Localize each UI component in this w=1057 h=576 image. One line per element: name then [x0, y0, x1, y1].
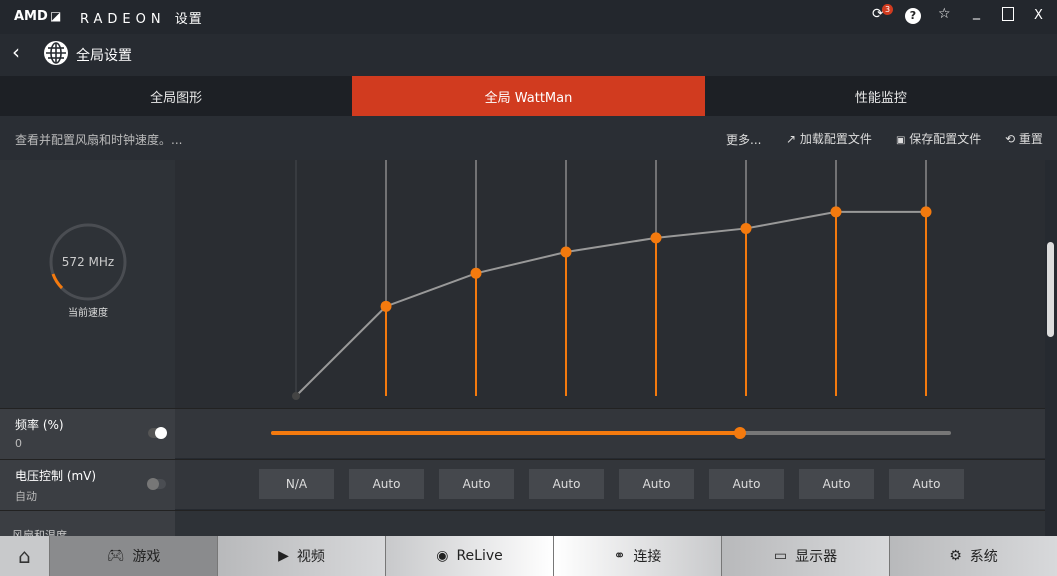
tab-global-graphics[interactable]: 全局图形: [150, 90, 203, 106]
state-point-1[interactable]: [380, 300, 392, 312]
state-point-5[interactable]: [740, 222, 752, 234]
nav-gaming[interactable]: 🎮︎ 游戏: [49, 536, 217, 576]
state-point-0[interactable]: [292, 392, 300, 400]
close-button[interactable]: X: [1034, 8, 1043, 23]
maximize-button[interactable]: [1002, 7, 1014, 21]
voltage-label: 电压控制 (mV): [15, 469, 97, 483]
page-title: 全局设置: [76, 48, 132, 64]
notification-badge: 3: [882, 4, 893, 15]
tab-global-wattman[interactable]: 全局 WattMan: [352, 76, 705, 116]
home-icon: ⌂: [18, 544, 31, 568]
voltage-state-2[interactable]: Auto: [439, 469, 514, 499]
scrollbar[interactable]: [1047, 242, 1054, 337]
reset-button[interactable]: ⟲ 重置: [1005, 132, 1043, 146]
more-link[interactable]: 更多...: [726, 133, 762, 147]
nav-video[interactable]: ▶ 视频: [217, 536, 385, 576]
state-point-3[interactable]: [560, 246, 572, 258]
description: 查看并配置风扇和时钟速度。...: [15, 133, 183, 147]
voltage-state-7[interactable]: Auto: [889, 469, 964, 499]
voltage-value: 自动: [15, 490, 37, 503]
amd-logo: AMD: [14, 9, 48, 24]
state-point-2[interactable]: [470, 267, 482, 279]
gauge-value: 572 MHz: [61, 255, 115, 269]
voltage-state-1[interactable]: Auto: [349, 469, 424, 499]
globe-icon: [44, 41, 68, 65]
relive-icon: ◉: [436, 548, 449, 564]
gauge-label: 当前速度: [68, 308, 108, 319]
back-button[interactable]: ‹: [12, 40, 20, 64]
radeon-brand: RADEON 设置: [80, 12, 203, 27]
curve-line: [295, 210, 926, 397]
monitor-icon: ▭: [773, 548, 788, 564]
fan-section: 风扇和温度: [0, 510, 1045, 542]
star-icon[interactable]: ☆: [938, 6, 951, 22]
voltage-state-5[interactable]: Auto: [709, 469, 784, 499]
gear-icon: ⚙: [949, 548, 962, 564]
voltage-state-6[interactable]: Auto: [799, 469, 874, 499]
update-icon[interactable]: ⟳ 3: [872, 4, 893, 22]
state-point-7[interactable]: [920, 206, 932, 218]
tab-performance-monitor[interactable]: 性能监控: [854, 90, 907, 106]
save-icon: ▣: [896, 135, 906, 146]
tab-bar: 全局图形 全局 WattMan 性能监控: [0, 76, 1057, 116]
slider-fill: [271, 431, 741, 435]
voltage-row: 电压控制 (mV) 自动 N/A Auto Auto Auto Auto Auto Auto…: [0, 459, 1045, 510]
frequency-slider[interactable]: [271, 427, 951, 439]
help-icon[interactable]: ?: [905, 8, 921, 24]
title-bar: AMD ◪ RADEON 设置 ⟳ 3 ? ☆ _ X: [0, 0, 1057, 34]
share-arrow-icon: ↗: [786, 132, 797, 146]
state-point-4[interactable]: [650, 232, 662, 244]
nav-connect[interactable]: ⚭ 连接: [553, 536, 721, 576]
frequency-label: 频率 (%): [15, 418, 64, 432]
reset-icon: ⟲: [1005, 132, 1016, 146]
bottom-nav: ⌂ 🎮︎ 游戏 ▶ 视频 ◉ ReLive ⚭ 连接 ▭ 显示器 ⚙ 系统: [0, 536, 1057, 576]
slider-thumb[interactable]: [734, 427, 747, 439]
amd-arrow-icon: ◪: [50, 9, 62, 23]
speed-panel: 572 MHz 当前速度: [0, 160, 175, 408]
nav-display[interactable]: ▭ 显示器: [721, 536, 889, 576]
frequency-value: 0: [15, 437, 22, 450]
frequency-toggle[interactable]: [148, 427, 167, 439]
frequency-row: 频率 (%) 0: [0, 408, 1045, 459]
nav-relive[interactable]: ◉ ReLive: [385, 536, 553, 576]
voltage-toggle[interactable]: [147, 478, 166, 490]
speed-gauge: [49, 223, 127, 301]
minimize-button[interactable]: _: [973, 4, 980, 20]
connect-icon: ⚭: [613, 548, 626, 564]
nav-home[interactable]: ⌂: [0, 536, 49, 576]
clock-curve: [175, 160, 1045, 408]
save-profile-button[interactable]: ▣ 保存配置文件: [896, 132, 982, 146]
sub-toolbar: 查看并配置风扇和时钟速度。... 更多... ↗ 加载配置文件 ▣ 保存配置文件…: [0, 116, 1057, 160]
voltage-state-3[interactable]: Auto: [529, 469, 604, 499]
page-header: ‹ 全局设置: [0, 34, 1057, 76]
voltage-state-0[interactable]: N/A: [259, 469, 334, 499]
state-point-6[interactable]: [830, 206, 842, 218]
voltage-state-4[interactable]: Auto: [619, 469, 694, 499]
load-profile-button[interactable]: ↗ 加载配置文件: [786, 132, 872, 146]
gamepad-icon: 🎮︎: [106, 548, 125, 564]
play-icon: ▶: [278, 548, 289, 564]
nav-system[interactable]: ⚙ 系统: [889, 536, 1057, 576]
